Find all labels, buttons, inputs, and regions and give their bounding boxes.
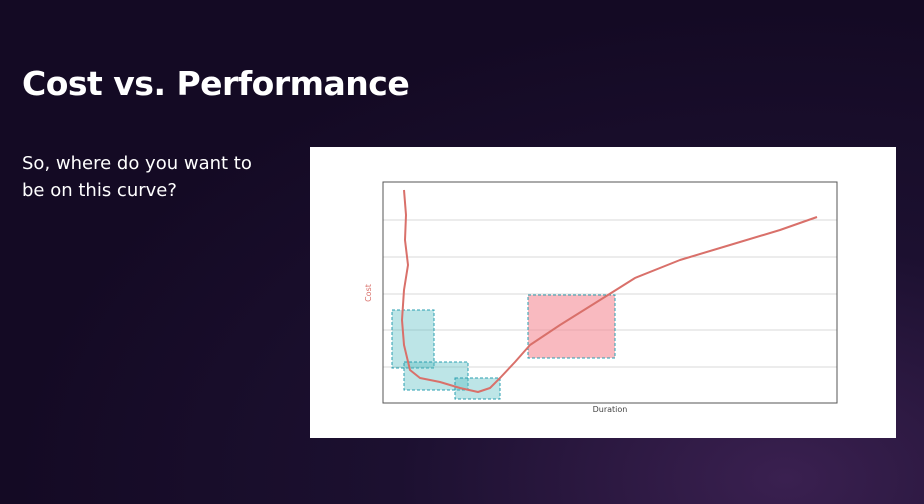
teal-box	[454, 377, 501, 400]
plot-frame	[382, 181, 838, 404]
teal-box	[391, 309, 435, 369]
curve	[401, 189, 818, 393]
slide-text: So, where do you want to be on this curv…	[22, 153, 252, 201]
red-box	[527, 294, 616, 359]
slide-title: Cost vs. Performance	[22, 64, 410, 103]
y-axis-label: Cost	[364, 284, 373, 302]
x-axis-label: Duration	[593, 405, 628, 414]
highlight-boxes	[391, 294, 616, 400]
figure-background	[310, 147, 896, 438]
teal-box	[403, 361, 469, 391]
